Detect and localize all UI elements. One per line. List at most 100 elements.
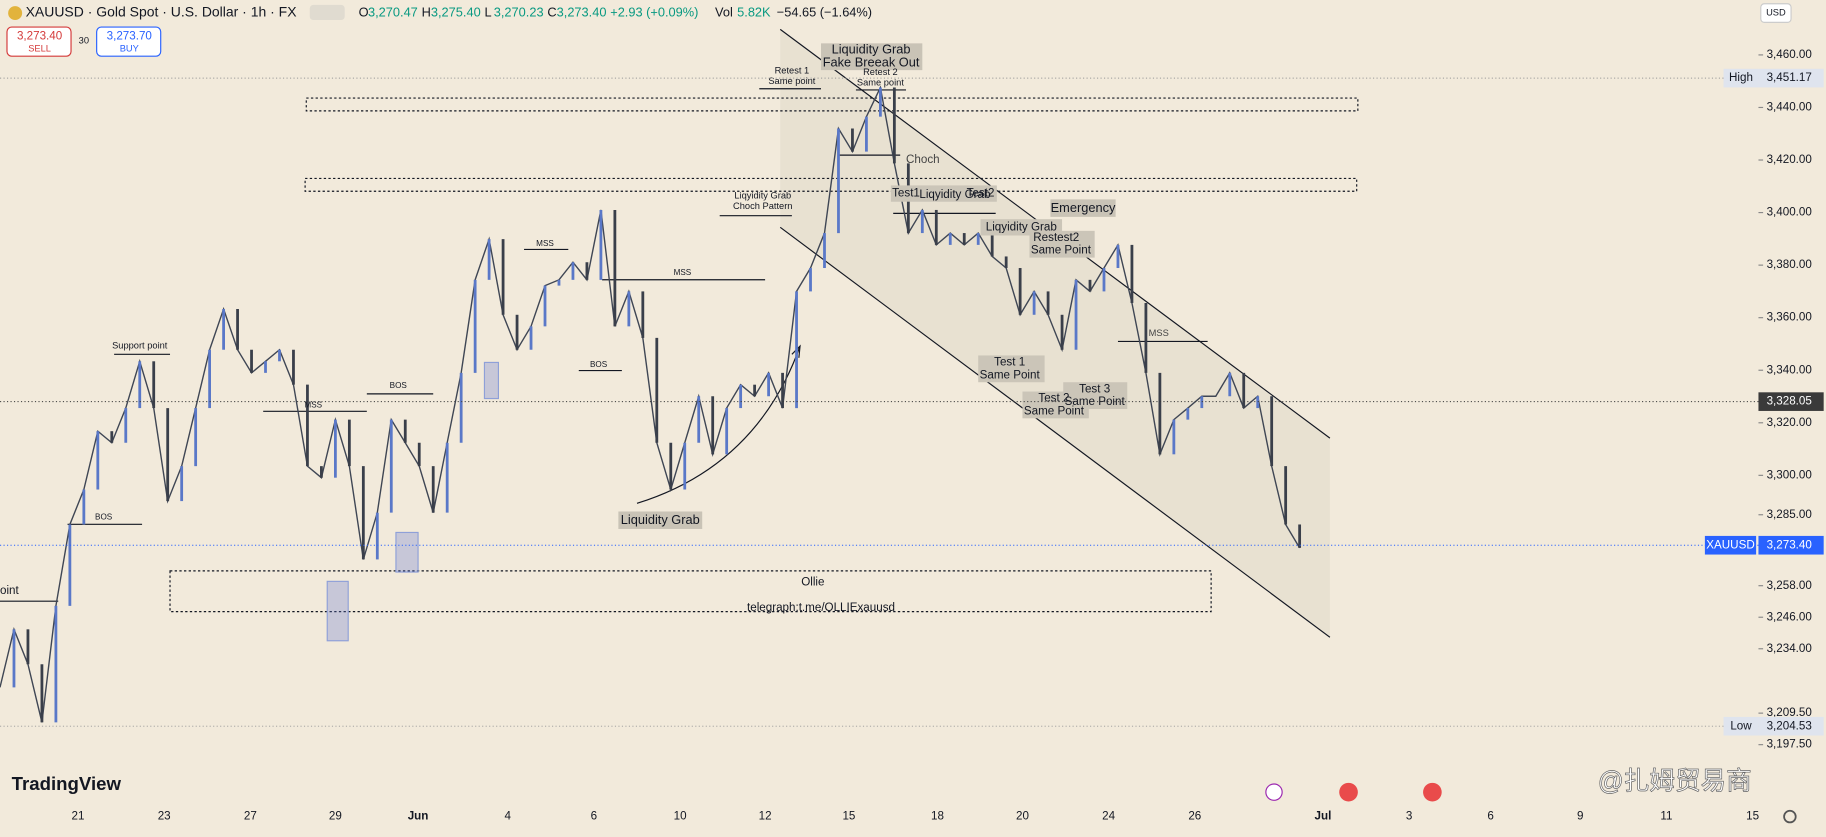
x-tick-label: 6 (1487, 810, 1493, 823)
annotation: MSS (304, 401, 322, 410)
annotation: Liqyidity Grab (919, 188, 990, 201)
price-axis: 3,460.00 3,440.00 3,420.00 3,400.00 3,380.00… (1758, 48, 1812, 751)
y-tick-label: 3,300.00 (1767, 468, 1813, 481)
annotation: Same Point (1065, 395, 1126, 408)
x-tick-label: 27 (244, 810, 257, 823)
annotation: Liquidity Grab (621, 512, 700, 527)
marker-price: 3,273.40 (1767, 538, 1813, 551)
annotation: Support point (112, 341, 168, 351)
y-tick-label: 3,234.00 (1767, 642, 1813, 655)
y-tick-label: 3,460.00 (1767, 48, 1813, 61)
y-tick-label: 3,246.00 (1767, 610, 1813, 623)
x-tick-label: 12 (759, 810, 772, 823)
ohlc-text: 3,275.40 (431, 4, 481, 19)
event-icon[interactable] (1265, 783, 1283, 801)
highlight (483, 361, 500, 400)
symbol-title: XAUUSD · Gold Spot · U.S. Dollar · 1h · … (26, 4, 298, 20)
marker-price: 3,328.05 (1767, 395, 1812, 408)
zone (305, 97, 1359, 112)
x-tick-label: 11 (1660, 810, 1672, 823)
x-tick-label: 15 (1746, 810, 1759, 823)
ohlc: O 3,270.47 H 3,275.40 L 3,270.23 C 3,273.40 +2.9… (359, 4, 872, 19)
ohlc-text: Vol (715, 4, 733, 19)
curve-arrow (636, 345, 801, 504)
y-tick-label: 3,258.00 (1767, 579, 1813, 592)
x-tick-label: Jun (408, 810, 429, 823)
buy-button[interactable] (96, 26, 162, 57)
marker-box (1758, 392, 1824, 411)
x-tick-label: 15 (842, 810, 855, 823)
annotation: Test2 (967, 187, 995, 200)
y-tick-label: 3,380.00 (1767, 258, 1813, 271)
x-tick-label: 18 (931, 810, 944, 823)
annotation: BOS (390, 381, 408, 390)
y-tick-label: 3,400.00 (1767, 206, 1813, 219)
annotation: MSS (674, 268, 692, 277)
y-tick-label: 3,340.00 (1767, 363, 1813, 376)
annotation: Same point (768, 76, 815, 86)
x-tick-label: 23 (158, 810, 171, 823)
zone (304, 177, 1358, 192)
x-tick-label: 26 (1188, 810, 1201, 823)
sell-price[interactable]: 3,273.40 (17, 29, 63, 42)
ohlc-text: 3,270.23 (494, 4, 544, 19)
annotation: BOS (590, 360, 608, 369)
label-box (1029, 230, 1095, 258)
annotation: MSS (1149, 328, 1169, 338)
annotation: Same Point (1024, 404, 1085, 417)
ohlc-text: 3,273.40 (557, 4, 607, 19)
level-lines (0, 88, 1208, 602)
marker-label-box (1704, 535, 1757, 555)
event-icon[interactable] (1339, 782, 1358, 802)
label-box (618, 511, 703, 529)
y-tick-label: 3,320.00 (1767, 416, 1813, 429)
currency[interactable]: USD (1766, 8, 1786, 18)
y-tick-label: 3,209.50 (1767, 706, 1813, 719)
ohlc-text: −54.65 (−1.64%) (777, 4, 872, 19)
annotation: Restest2 (1033, 231, 1079, 244)
marker-label: Low (1730, 719, 1752, 732)
x-tick-label: 21 (72, 810, 85, 823)
zone (169, 570, 1212, 613)
annotation: Same point (857, 77, 904, 87)
ohlc-text: +2.93 (+0.09%) (610, 4, 698, 19)
annotation: Test1 (892, 187, 920, 200)
annotation: Liquidity Grab (832, 42, 911, 57)
logo: TradingView (12, 773, 122, 794)
y-tick-label: 3,197.50 (1767, 738, 1813, 751)
ohlc-text: H (422, 4, 431, 19)
sell-label[interactable]: SELL (28, 44, 51, 54)
currency-button[interactable] (1760, 3, 1792, 23)
marker-price: 3,204.53 (1767, 719, 1812, 732)
annotation: Liqyidity Grab (734, 190, 791, 200)
marker-box (1758, 68, 1824, 88)
x-tick-label: 4 (505, 810, 512, 823)
ohlc-text: C (547, 4, 556, 19)
sell-button[interactable] (6, 26, 72, 57)
price-axis-panel (1758, 0, 1826, 832)
event-icon[interactable] (1423, 782, 1442, 802)
buy-price[interactable]: 3,273.70 (107, 29, 153, 42)
ohlc-text: 5.82K (737, 4, 771, 19)
x-tick-label: Jul (1315, 810, 1332, 823)
settings-icon[interactable] (1783, 809, 1797, 824)
ohlc-text: L (484, 4, 491, 19)
price-markers: 3,451.17 High 3,328.05 3,273.40 XAUUSD 3,204.… (0, 68, 1824, 736)
indicator-toggle[interactable] (309, 4, 345, 21)
y-tick-label: 3,285.00 (1767, 508, 1813, 521)
y-tick-label: 3,360.00 (1767, 311, 1813, 324)
annotation: Same Point (980, 368, 1041, 381)
marker-label-box (1723, 68, 1759, 88)
buy-label[interactable]: BUY (120, 44, 139, 54)
y-tick-label: 3,440.00 (1767, 101, 1813, 114)
x-tick-label: 10 (674, 810, 687, 823)
annotation: Test 3 (1079, 382, 1110, 395)
ohlc-text: O (359, 4, 369, 19)
label-box (1063, 382, 1128, 410)
watermark: @扎姆贸易商 (1598, 767, 1752, 796)
x-tick-label: 6 (591, 810, 597, 823)
symbol-icon (8, 6, 23, 21)
series-layer (0, 85, 1302, 723)
